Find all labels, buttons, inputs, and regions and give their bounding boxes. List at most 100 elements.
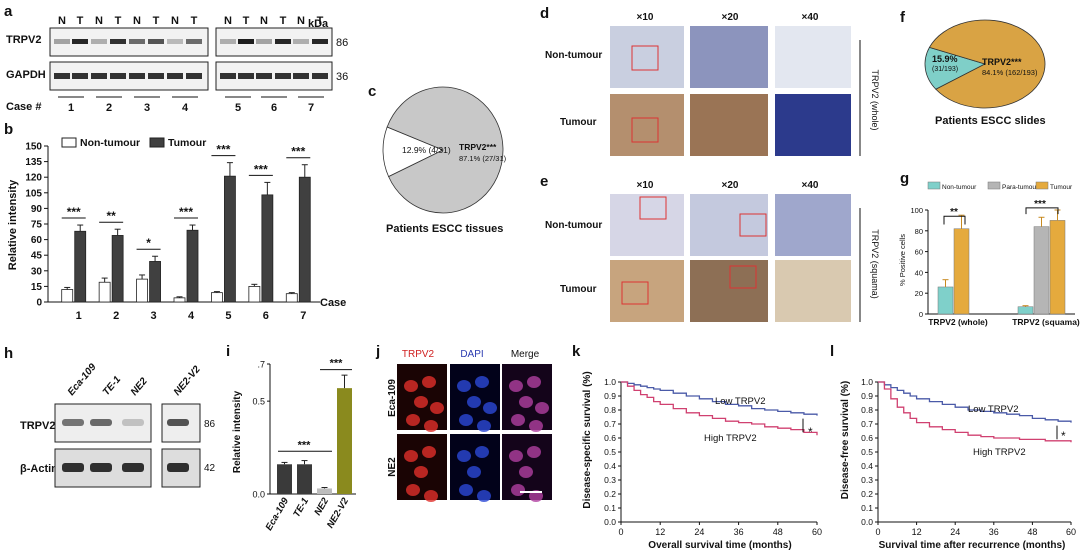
k-x-tick-label: 12 [655, 527, 665, 537]
j-cell [475, 376, 489, 388]
i-x-tick-label: Eca-109 [264, 495, 292, 532]
panel-j: j TRPV2 DAPI Merge Eca-109 NE2 [375, 343, 552, 502]
lane-label: T [317, 15, 324, 27]
panel-label-h: h [4, 345, 13, 362]
j-cells [404, 376, 549, 502]
panel-label-d: d [540, 5, 549, 22]
l-curve [878, 381, 1072, 423]
d-img-t-10 [610, 94, 684, 156]
g-legend-label: Non-tumour [942, 184, 977, 191]
j-cell [511, 414, 525, 426]
j-cell [519, 466, 533, 478]
km-curve-k: 0.0 0.1 0.2 0.3 0.4 0.5 0.6 0.7 0.8 0.9 1.0 0 12 24 36… [604, 377, 822, 537]
k-sig-star: * [808, 425, 813, 439]
j-cell [509, 450, 523, 462]
j-cell [459, 414, 473, 426]
panel-l: l 0.0 0.1 0.2 0.3 0.4 0.5 0.6 0.7 0.8 0.9 1.0 0 12 24… [830, 343, 1076, 551]
e-img-nt-40 [775, 194, 851, 256]
h-cell-line-label: TE-1 [101, 374, 124, 398]
e-img-nt-20 [690, 194, 768, 256]
k-y-tick-label: 0.9 [604, 391, 616, 401]
b-bar [261, 194, 274, 303]
blot-band [186, 39, 202, 44]
panel-label-j: j [375, 343, 380, 360]
e-row-tumour: Tumour [560, 284, 597, 295]
g-y-tick-label: 20 [915, 289, 923, 298]
e-mag-10: ×10 [637, 180, 654, 191]
j-cell [404, 450, 418, 462]
e-mag-20: ×20 [722, 180, 739, 191]
l-y-tick-label: 0.5 [861, 447, 873, 457]
j-cell [406, 414, 420, 426]
k-curve [621, 381, 818, 416]
c-caption: Patients ESCC tissues [386, 223, 503, 235]
blot-band [256, 39, 272, 44]
l-sig-star: * [1061, 429, 1066, 443]
k-low-label: Low TRPV2 [715, 396, 766, 407]
blot-band [129, 39, 145, 44]
blot-band [275, 39, 291, 44]
b-bar [61, 289, 74, 303]
i-bar [317, 488, 332, 494]
j-cell [535, 402, 549, 414]
k-y-tick-label: 0.3 [604, 475, 616, 485]
blot-band [220, 39, 236, 44]
lane-label: N [297, 15, 305, 27]
blot-band [148, 39, 164, 44]
i-sig-label: *** [330, 358, 344, 370]
j-cell [527, 376, 541, 388]
f-slice [928, 19, 1046, 109]
case-number: 6 [271, 102, 277, 114]
g-bar [953, 228, 970, 315]
panel-label-l: l [830, 343, 834, 360]
l-y-tick-label: 0.6 [861, 433, 873, 443]
j-cell [414, 466, 428, 478]
size-marker-86: 86 [336, 37, 348, 49]
km-curve-l: 0.0 0.1 0.2 0.3 0.4 0.5 0.6 0.7 0.8 0.9 1.0 0 12 24 36… [861, 377, 1076, 537]
l-y-tick-label: 0.4 [861, 461, 873, 471]
panel-label-g: g [900, 170, 909, 187]
lane-label: T [153, 15, 160, 27]
b-sig-label: *** [216, 143, 230, 157]
j-cell [457, 380, 471, 392]
c-right-value: 87.1% (27/31) [459, 154, 507, 163]
h-band [167, 463, 189, 472]
j-cell [422, 446, 436, 458]
blot-band [238, 73, 254, 79]
k-y-tick-label: 0.7 [604, 419, 616, 429]
e-img-t-20 [690, 260, 768, 322]
h-blot-bands [62, 419, 189, 472]
blot-band [54, 73, 70, 79]
b-legend-label: Tumour [168, 137, 206, 149]
b-y-tick-label: 15 [31, 282, 43, 293]
k-x-tick-label: 0 [618, 527, 623, 537]
g-y-tick-label: 0 [919, 310, 923, 319]
blot-bands [54, 39, 328, 79]
b-bar [211, 292, 223, 303]
i-ylabel: Relative intensity [232, 390, 243, 473]
k-y-tick-label: 0.8 [604, 405, 616, 415]
i-sig-label: *** [298, 439, 312, 451]
d-row-tumour: Tumour [560, 117, 597, 128]
l-high-label: High TRPV2 [973, 447, 1026, 458]
e-roi-box [621, 281, 649, 305]
g-bar [1049, 220, 1066, 315]
panel-g: g 0 20 40 60 80 100 TRPV2 (whole) TRPV2 (squama… [898, 170, 1080, 327]
l-y-tick-label: 1.0 [861, 377, 873, 387]
g-sig-bracket [1025, 207, 1059, 215]
e-roi-box [739, 213, 767, 237]
panel-b: b 01530456075901051201351501***2**3*4***… [4, 121, 346, 322]
blot-band [167, 39, 183, 44]
f-right-title: TRPV2*** [982, 57, 1022, 67]
e-mag-40: ×40 [802, 180, 819, 191]
d-roi-box [631, 117, 659, 143]
h-band [122, 419, 144, 426]
h-band [90, 463, 112, 472]
b-bar [111, 235, 124, 303]
b-sig-label: ** [106, 209, 116, 223]
g-sig-bracket [943, 215, 966, 225]
j-cell [509, 380, 523, 392]
i-x-tick-label: TE-1 [291, 496, 311, 519]
h-band [90, 419, 112, 426]
